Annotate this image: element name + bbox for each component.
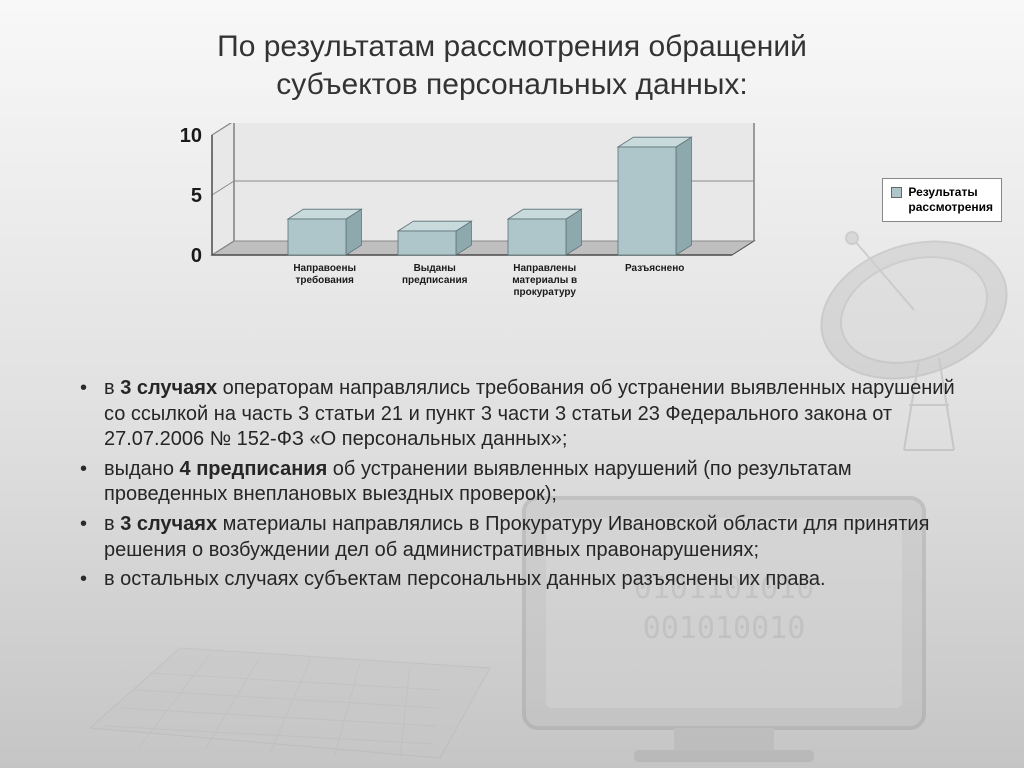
slide-content: По результатам рассмотрения обращений су…	[0, 0, 1024, 617]
svg-text:10: 10	[180, 125, 202, 147]
title-line-1: По результатам рассмотрения обращений	[217, 30, 807, 63]
chart-svg-wrap: 0 5 10 Направоенытребования Выданыпредписани…	[152, 123, 772, 358]
svg-text:требования: требования	[296, 274, 354, 286]
svg-text:Направоены: Направоены	[293, 263, 356, 274]
slide-title: По результатам рассмотрения обращений су…	[60, 28, 964, 103]
bar-chart: 0 5 10 Направоенытребования Выданыпредписани…	[152, 123, 872, 358]
svg-text:предписания: предписания	[402, 275, 468, 286]
svg-text:5: 5	[191, 185, 202, 207]
bullet-rest: в остальных случаях субъектам персональн…	[104, 568, 826, 590]
keyboard-image	[80, 618, 500, 768]
chart-svg: 0 5 10 Направоенытребования Выданыпредписани…	[152, 123, 772, 353]
bullet-list: в 3 случаях операторам направлялись треб…	[60, 376, 964, 593]
legend-swatch	[891, 187, 902, 198]
chart-legend: Результаты рассмотрения	[882, 178, 1002, 222]
bullet-item: выдано 4 предписания об устранении выявл…	[68, 457, 956, 508]
bullet-item: в 3 случаях материалы направлялись в Про…	[68, 512, 956, 563]
legend-label: Результаты рассмотрения	[908, 185, 993, 215]
svg-text:материалы в: материалы в	[512, 275, 577, 286]
bullet-rest: операторам направлялись требования об ус…	[104, 377, 955, 450]
bullet-bold: 4 предписания	[180, 458, 328, 480]
bullet-item: в 3 случаях операторам направлялись треб…	[68, 376, 956, 453]
bullet-bold: 3 случаях	[120, 377, 217, 399]
bullet-item: в остальных случаях субъектам персональн…	[68, 567, 956, 593]
svg-text:Разъяснено: Разъяснено	[625, 263, 684, 274]
bullet-prefix: в	[104, 377, 120, 399]
bullet-prefix: выдано	[104, 458, 180, 480]
svg-text:Направлены: Направлены	[513, 263, 576, 274]
title-line-2: субъектов персональных данных:	[276, 68, 748, 101]
bullet-bold: 3 случаях	[120, 513, 217, 535]
bullet-prefix: в	[104, 513, 120, 535]
svg-text:Выданы: Выданы	[414, 263, 456, 274]
svg-text:прокуратуру: прокуратуру	[513, 287, 576, 298]
svg-text:0: 0	[191, 245, 202, 267]
bullet-rest: материалы направлялись в Прокуратуру Ива…	[104, 513, 929, 561]
